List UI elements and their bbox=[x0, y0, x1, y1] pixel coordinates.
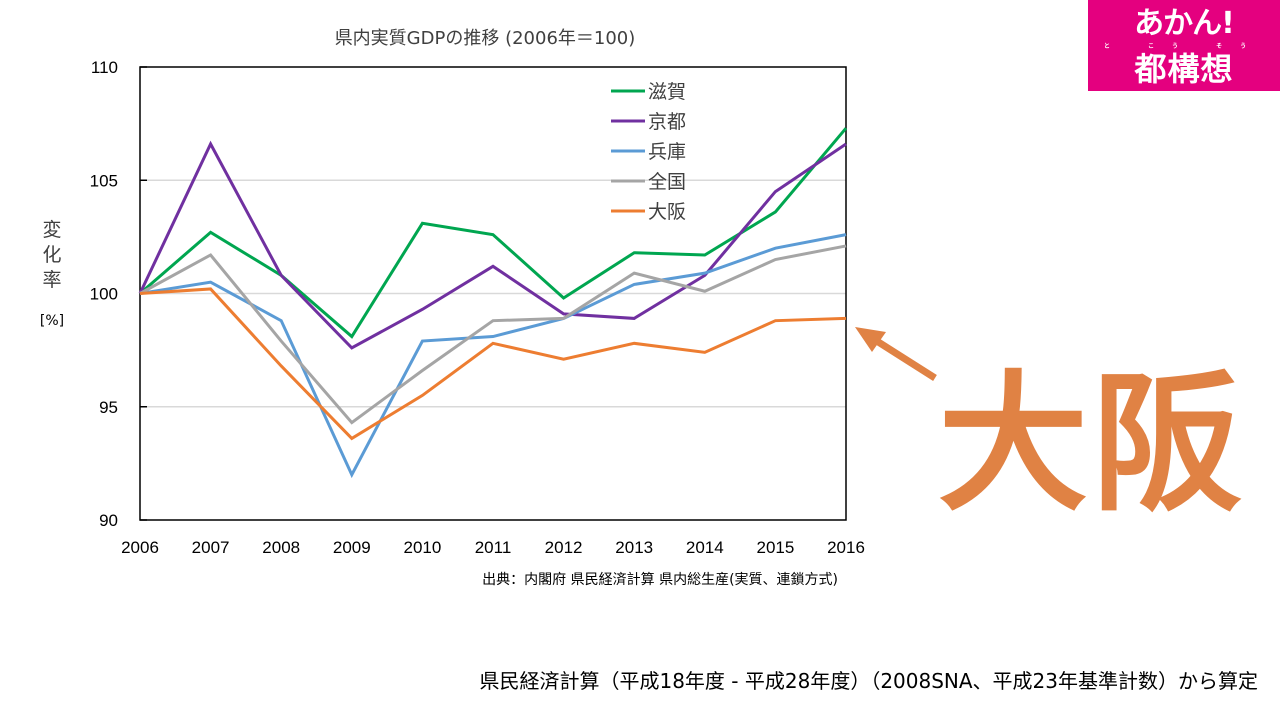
arrow-shaft bbox=[870, 335, 937, 381]
y-tick-labels: 90 95 100 105 110 bbox=[90, 58, 118, 530]
grid-lines bbox=[140, 179, 846, 408]
series-line-兵庫 bbox=[139, 233, 847, 479]
x-tick-label: 2011 bbox=[475, 538, 512, 557]
y-tick-label: 95 bbox=[99, 398, 118, 417]
y-axis-unit: [%] bbox=[40, 313, 64, 329]
logo-line1: あかん! bbox=[1134, 6, 1235, 41]
logo-ruby: と こう そう bbox=[1103, 43, 1265, 50]
x-tick-label: 2014 bbox=[686, 538, 724, 557]
y-tick-label: 110 bbox=[91, 58, 118, 77]
legend-label: 滋賀 bbox=[648, 81, 686, 103]
legend-label: 京都 bbox=[648, 111, 686, 133]
series-lines bbox=[138, 127, 848, 479]
x-tick-label: 2015 bbox=[756, 538, 794, 557]
series-line-全国 bbox=[139, 244, 847, 425]
osaka-annotation: 大阪 bbox=[938, 358, 1247, 532]
arrow bbox=[855, 327, 937, 381]
x-tick-label: 2006 bbox=[121, 538, 159, 557]
x-tick-label: 2013 bbox=[615, 538, 653, 557]
x-tick-label: 2008 bbox=[262, 538, 300, 557]
chart-title: 県内実質GDPの推移 (2006年＝100) bbox=[335, 28, 636, 49]
y-tick-label: 105 bbox=[90, 171, 118, 190]
arrow-head bbox=[855, 327, 886, 352]
series-line-滋賀 bbox=[139, 127, 848, 339]
legend-label: 大阪 bbox=[648, 201, 686, 223]
x-tick-labels: 2006 2007 2008 2009 2010 2011 2012 2013 2014 2015… bbox=[121, 538, 865, 557]
logo-badge: あかん! と こう そう 都構想 bbox=[1088, 0, 1280, 91]
x-tick-label: 2007 bbox=[192, 538, 230, 557]
x-tick-label: 2010 bbox=[403, 538, 441, 557]
logo-line2: 都構想 bbox=[1134, 50, 1234, 88]
source-note: 出典：内閣府 県民経済計算 県内総生産(実質、連鎖方式) bbox=[482, 572, 838, 588]
y-tick-label: 90 bbox=[99, 511, 118, 530]
x-tick-label: 2012 bbox=[545, 538, 583, 557]
legend-label: 兵庫 bbox=[648, 141, 686, 163]
legend-label: 全国 bbox=[648, 171, 686, 193]
footnote: 県民経済計算（平成18年度 - 平成28年度）（2008SNA、平成23年基準計… bbox=[479, 669, 1258, 693]
x-tick-label: 2009 bbox=[333, 538, 371, 557]
y-tick-label: 100 bbox=[90, 285, 118, 304]
x-tick-label: 2016 bbox=[827, 538, 865, 557]
series-line-京都 bbox=[138, 140, 847, 350]
y-axis-label: 変化率 bbox=[42, 219, 61, 291]
series-line-大阪 bbox=[139, 287, 847, 441]
